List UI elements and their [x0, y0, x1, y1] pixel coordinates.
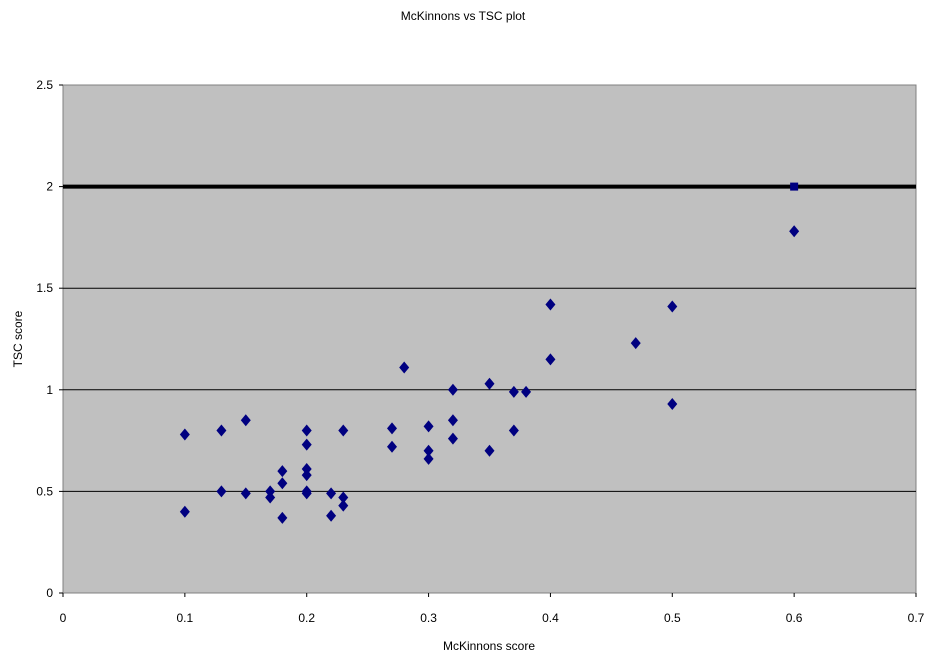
data-point: [277, 465, 288, 478]
data-point: [338, 424, 349, 437]
x-tick-label: 0.3: [420, 611, 437, 625]
data-point: [667, 300, 678, 313]
x-tick-label: 0.1: [177, 611, 194, 625]
data-point: [277, 477, 288, 490]
data-point: [179, 505, 190, 518]
data-point: [790, 182, 799, 191]
data-point: [545, 353, 556, 366]
x-tick-label: 0.2: [298, 611, 315, 625]
data-point: [326, 509, 337, 522]
data-point: [630, 337, 641, 350]
data-point: [240, 414, 251, 427]
x-tick-label: 0.5: [664, 611, 681, 625]
y-tick-label: 2: [46, 180, 53, 194]
data-point: [265, 491, 276, 504]
data-point: [484, 444, 495, 457]
data-point: [423, 444, 434, 457]
data-point: [423, 452, 434, 465]
data-point: [216, 424, 227, 437]
data-point: [508, 424, 519, 437]
data-point: [179, 428, 190, 441]
data-point: [399, 361, 410, 374]
x-tick-label: 0.4: [542, 611, 559, 625]
x-tick-label: 0.7: [908, 611, 925, 625]
data-point: [387, 440, 398, 453]
data-points: [179, 182, 800, 524]
y-tick-label: 1: [46, 383, 53, 397]
data-point: [447, 414, 458, 427]
data-point: [301, 438, 312, 451]
data-point: [277, 511, 288, 524]
data-point: [326, 487, 337, 500]
data-point: [447, 383, 458, 396]
data-point: [387, 422, 398, 435]
data-point: [216, 485, 227, 498]
data-point: [301, 487, 312, 500]
data-point: [301, 424, 312, 437]
data-point: [338, 491, 349, 504]
data-point: [338, 499, 349, 512]
x-axis-label: McKinnons score: [443, 639, 535, 653]
data-point: [508, 385, 519, 398]
data-point: [423, 420, 434, 433]
y-tick-label: 0: [46, 586, 53, 600]
data-point: [521, 385, 532, 398]
chart-title: McKinnons vs TSC plot: [401, 9, 526, 23]
x-tick-label: 0.6: [786, 611, 803, 625]
y-tick-label: 1.5: [36, 281, 53, 295]
data-point: [301, 463, 312, 476]
y-tick-label: 0.5: [36, 484, 53, 498]
data-point: [545, 298, 556, 311]
data-point: [265, 485, 276, 498]
data-point: [667, 398, 678, 411]
data-point: [484, 377, 495, 390]
y-tick-label: 2.5: [36, 78, 53, 92]
data-point: [301, 469, 312, 482]
x-tick-label: 0: [60, 611, 67, 625]
y-axis-ticks: 0 0.5 1 1.5 2 2.5: [36, 78, 63, 600]
data-point: [447, 432, 458, 445]
data-point: [789, 225, 800, 238]
x-axis-ticks: 0 0.1 0.2 0.3 0.4 0.5 0.6 0.7: [60, 593, 925, 625]
plot-area: [62, 84, 917, 594]
y-axis-label: TSC score: [11, 310, 25, 367]
gridlines: [63, 184, 916, 492]
data-point: [240, 487, 251, 500]
